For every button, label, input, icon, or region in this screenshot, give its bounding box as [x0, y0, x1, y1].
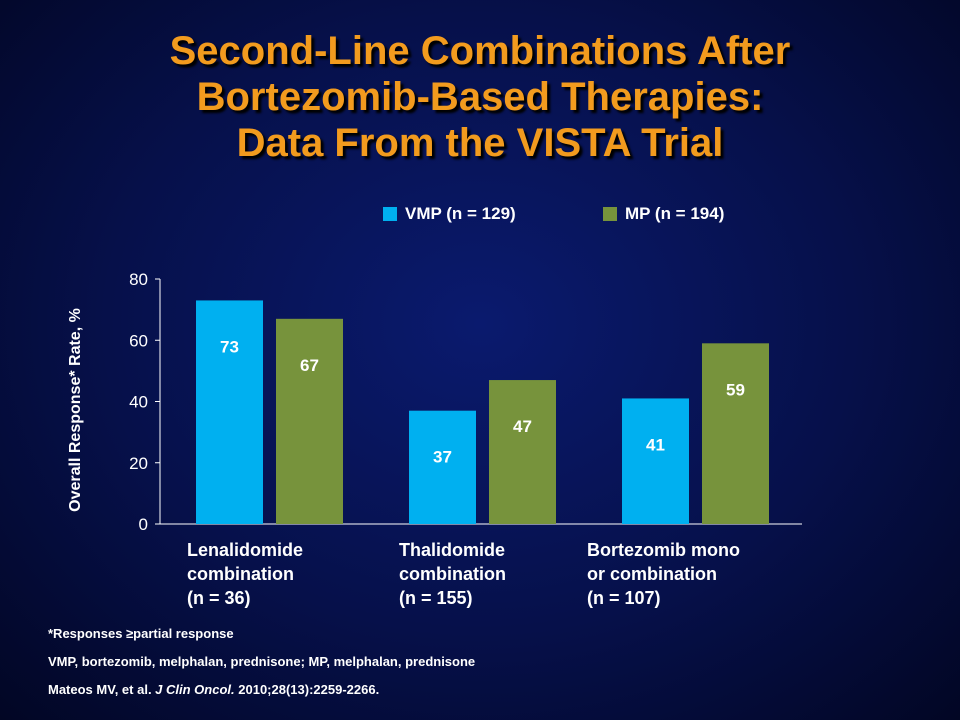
y-tick-label: 80: [129, 270, 148, 289]
category-label-line: (n = 107): [587, 588, 661, 608]
bar-value-label: 47: [513, 417, 532, 436]
bar-value-label: 41: [646, 435, 665, 454]
footnote-abbreviations: VMP, bortezomib, melphalan, prednisone; …: [48, 654, 476, 669]
footnote-asterisk: *Responses ≥partial response: [48, 626, 234, 641]
title-line-3: Data From the VISTA Trial: [236, 121, 724, 165]
bar-value-label: 67: [300, 356, 319, 375]
legend-label-mp: MP (n = 194): [625, 204, 725, 223]
category-label-line: (n = 36): [187, 588, 251, 608]
bar-vmp: [196, 300, 263, 524]
bar-value-label: 59: [726, 380, 745, 399]
reference-authors: Mateos MV, et al.: [48, 682, 156, 697]
bar-mp: [702, 343, 769, 524]
chart-legend: VMP (n = 129) MP (n = 194): [0, 204, 960, 228]
legend-swatch-mp: [603, 207, 617, 221]
bar-mp: [489, 380, 556, 524]
legend-item-vmp: VMP (n = 129): [383, 204, 516, 224]
y-tick-label: 60: [129, 331, 148, 350]
category-label-line: Thalidomide: [399, 540, 506, 560]
slide-title: Second-Line Combinations After Bortezomi…: [0, 28, 960, 166]
legend-item-mp: MP (n = 194): [603, 204, 724, 224]
bar-value-label: 73: [220, 337, 239, 356]
category-label-lenalidomide: Lenalidomide combination (n = 36): [187, 538, 387, 610]
title-line-2: Bortezomib-Based Therapies:: [196, 75, 764, 119]
category-label-bortezomib: Bortezomib mono or combination (n = 107): [587, 538, 787, 610]
bar-vmp: [409, 410, 476, 524]
category-label-thalidomide: Thalidomide combination (n = 155): [399, 538, 599, 610]
category-label-line: (n = 155): [399, 588, 473, 608]
category-label-line: Lenalidomide: [187, 540, 304, 560]
title-line-1: Second-Line Combinations After: [169, 29, 791, 73]
bar-value-label: 37: [433, 448, 452, 467]
bar-mp: [276, 318, 343, 524]
reference-journal: J Clin Oncol.: [155, 682, 235, 697]
reference-details: 2010;28(13):2259-2266.: [234, 682, 380, 697]
y-tick-label: 0: [139, 515, 148, 534]
bar-vmp: [622, 398, 689, 524]
category-label-line: combination: [399, 564, 506, 584]
category-label-line: or combination: [587, 564, 717, 584]
legend-label-vmp: VMP (n = 129): [405, 204, 516, 223]
y-tick-label: 40: [129, 393, 148, 412]
category-label-line: combination: [187, 564, 294, 584]
footnote-reference: Mateos MV, et al. J Clin Oncol. 2010;28(…: [48, 682, 379, 697]
legend-swatch-vmp: [383, 207, 397, 221]
y-tick-label: 20: [129, 454, 148, 473]
category-label-line: Bortezomib mono: [587, 540, 740, 560]
